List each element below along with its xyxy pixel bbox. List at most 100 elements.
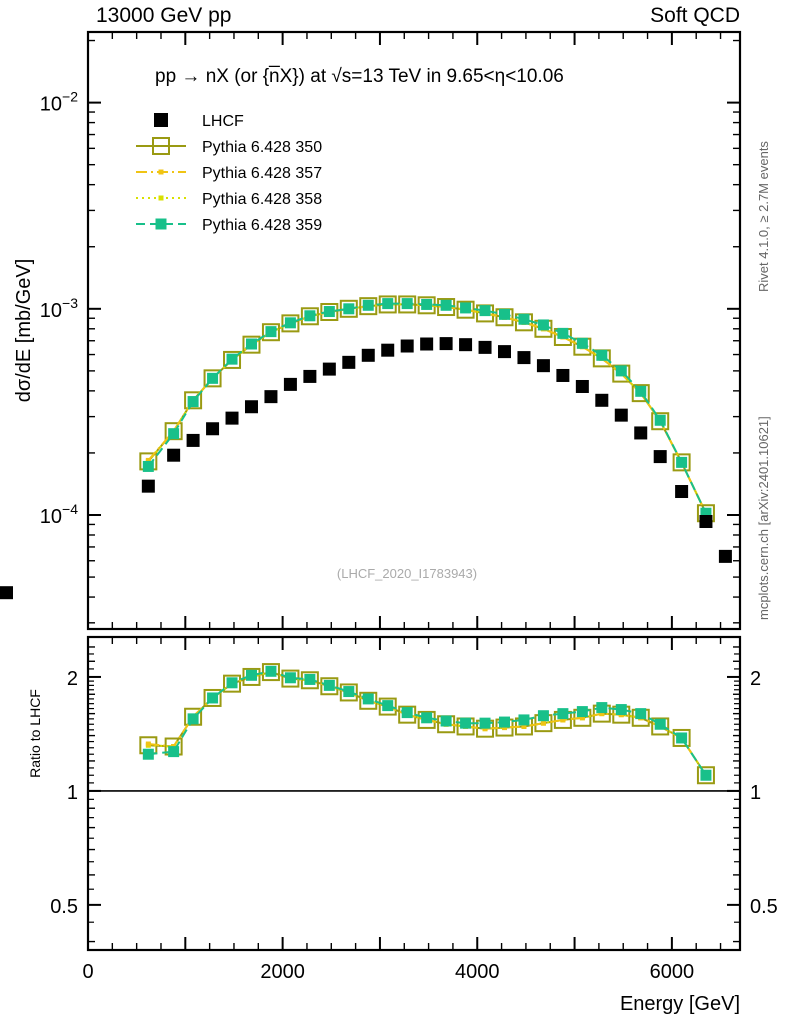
legend-entry-pythia-6-428-358[interactable]: Pythia 6.428 358	[136, 191, 322, 208]
data-marker	[421, 298, 433, 310]
x-tick-label: 2000	[260, 961, 305, 983]
data-marker	[537, 319, 549, 331]
data-marker	[265, 665, 277, 677]
data-marker	[381, 343, 395, 357]
data-marker	[382, 298, 394, 310]
data-marker	[675, 485, 689, 499]
data-marker	[401, 707, 413, 719]
x-axis-label: Energy [GeV]	[620, 993, 740, 1015]
data-marker	[184, 391, 203, 410]
data-marker	[654, 414, 666, 426]
data-marker	[699, 515, 713, 529]
data-marker	[187, 396, 199, 408]
series-lhcf-main	[0, 337, 732, 600]
data-marker	[536, 359, 550, 373]
data-marker	[517, 351, 531, 365]
data-marker	[167, 448, 181, 462]
data-marker	[556, 368, 570, 382]
data-marker	[499, 716, 511, 728]
data-marker	[595, 393, 609, 407]
data-marker	[343, 303, 355, 315]
data-marker	[264, 390, 278, 404]
data-marker	[225, 411, 239, 425]
data-marker	[599, 711, 605, 717]
legend-marker	[155, 218, 167, 230]
side-label-mcplots: mcplots.cern.ch [arXiv:2401.10621]	[756, 416, 771, 620]
ratio-tick-label: 2	[67, 668, 78, 690]
data-marker	[361, 348, 375, 362]
legend-entry-pythia-6-428-350[interactable]: Pythia 6.428 350	[136, 137, 322, 156]
data-marker	[323, 679, 335, 691]
data-marker	[575, 379, 589, 393]
y-tick-label: 10−3	[40, 295, 78, 322]
data-marker	[300, 307, 319, 326]
data-marker	[615, 365, 627, 377]
data-marker	[304, 673, 316, 685]
data-marker	[261, 323, 280, 342]
data-marker	[320, 302, 339, 321]
data-marker	[521, 723, 527, 729]
data-marker	[261, 663, 280, 682]
data-marker	[281, 314, 300, 333]
data-marker	[537, 710, 549, 722]
data-marker	[615, 704, 627, 716]
series-pythia-6-428-359-ratio	[142, 665, 712, 781]
data-marker	[460, 302, 472, 314]
data-marker	[203, 369, 222, 388]
data-marker	[223, 674, 242, 693]
data-marker	[206, 422, 220, 436]
legend-entry-pythia-6-428-359[interactable]: Pythia 6.428 359	[136, 217, 322, 234]
data-marker	[631, 384, 650, 403]
data-marker	[223, 350, 242, 369]
data-marker	[304, 310, 316, 322]
data-marker	[283, 377, 297, 391]
data-marker	[382, 700, 394, 712]
data-marker	[203, 688, 222, 707]
data-marker	[672, 728, 691, 747]
y-axis-ticks: 10−2 10−3 10−4	[40, 39, 740, 624]
data-marker	[498, 345, 512, 359]
data-marker	[284, 317, 296, 329]
data-marker	[141, 479, 155, 493]
legend-entry-pythia-6-428-357[interactable]: Pythia 6.428 357	[136, 165, 322, 182]
data-marker	[596, 702, 608, 714]
data-marker	[560, 717, 566, 723]
side-label-rivet: Rivet 4.1.0, ≥ 2.7M events	[756, 141, 771, 292]
data-marker	[362, 299, 374, 311]
ratio-tick-label: 1	[67, 782, 78, 804]
data-marker	[557, 708, 569, 720]
ratio-panel-frame	[86, 635, 742, 952]
data-marker	[142, 460, 154, 472]
data-marker	[634, 426, 648, 440]
data-marker	[479, 717, 491, 729]
legend-entry-lhcf[interactable]: LHCF	[154, 113, 244, 130]
main-panel-frame	[86, 30, 742, 631]
data-marker	[479, 305, 491, 317]
series-pythia-6-428-359-main	[142, 298, 712, 519]
data-marker	[245, 338, 257, 350]
data-marker	[440, 715, 452, 727]
ratio-axis-ticks	[87, 637, 740, 950]
data-marker	[421, 712, 433, 724]
data-marker	[207, 372, 219, 384]
data-marker	[362, 693, 374, 705]
series-pythia-6-428-350-ratio	[139, 663, 715, 785]
data-marker	[401, 298, 413, 310]
header-left: 13000 GeV pp	[96, 4, 231, 27]
data-marker	[460, 717, 472, 729]
legend-marker	[158, 195, 164, 201]
data-marker	[557, 327, 569, 339]
data-marker	[518, 714, 530, 726]
data-marker	[284, 672, 296, 684]
x-tick-label: 4000	[455, 961, 500, 983]
data-marker	[576, 706, 588, 718]
data-marker	[518, 313, 530, 325]
data-marker	[242, 335, 261, 354]
ratio-tick-label-right: 0.5	[750, 896, 778, 918]
data-marker	[145, 741, 151, 747]
data-marker	[672, 453, 691, 472]
data-marker	[244, 400, 258, 414]
data-marker	[651, 717, 670, 736]
data-marker	[164, 422, 183, 441]
